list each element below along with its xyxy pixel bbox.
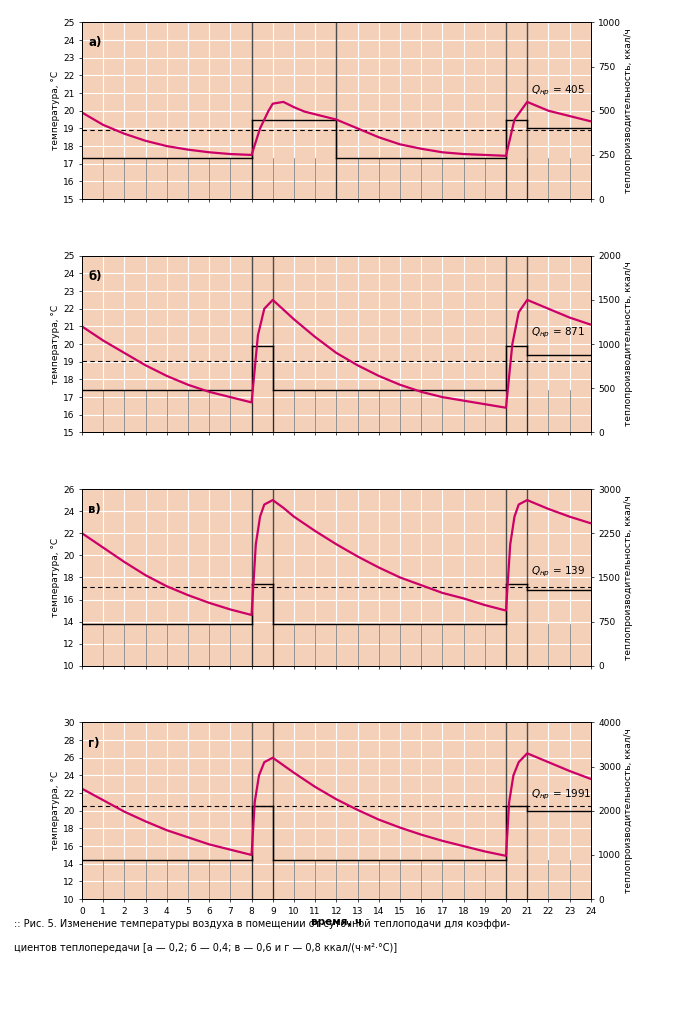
Text: в): в) [88,503,101,516]
Text: $Q_{нр}$ = 1991: $Q_{нр}$ = 1991 [531,788,592,803]
Text: $Q_{нр}$ = 871: $Q_{нр}$ = 871 [531,326,585,340]
Text: б): б) [88,270,102,282]
Text: а): а) [88,37,102,50]
Y-axis label: теплопроизводительность, ккал/ч: теплопроизводительность, ккал/ч [624,262,633,427]
Text: $Q_{нр}$ = 139: $Q_{нр}$ = 139 [531,565,585,579]
X-axis label: время, ч: время, ч [311,917,362,928]
Text: :: Рис. 5. Изменение температуры воздуха в помещении от суточной теплоподачи для: :: Рис. 5. Изменение температуры воздуха… [14,919,510,930]
Text: циентов теплопередачи [а — 0,2; б — 0,4; в — 0,6 и г — 0,8 ккал/(ч·м²·°С)]: циентов теплопередачи [а — 0,2; б — 0,4;… [14,943,397,953]
Text: $Q_{нр}$ = 405: $Q_{нр}$ = 405 [531,83,585,98]
Y-axis label: температура, °С: температура, °С [51,771,60,850]
Y-axis label: температура, °С: температура, °С [51,537,60,617]
Y-axis label: теплопроизводительность, ккал/ч: теплопроизводительность, ккал/ч [624,495,633,659]
Text: г): г) [88,737,100,750]
Y-axis label: теплопроизводительность, ккал/ч: теплопроизводительность, ккал/ч [624,728,633,893]
Y-axis label: теплопроизводительность, ккал/ч: теплопроизводительность, ккал/ч [624,28,633,193]
Y-axis label: температура, °С: температура, °С [51,305,60,384]
Y-axis label: температура, °С: температура, °С [51,71,60,150]
